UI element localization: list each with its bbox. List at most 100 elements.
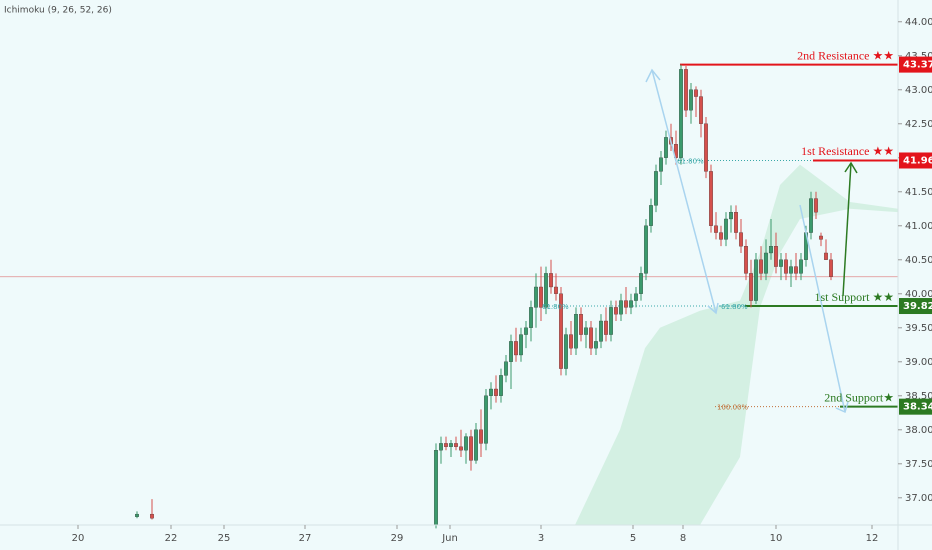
x-tick-label: 8 bbox=[680, 533, 686, 544]
candle-body bbox=[774, 246, 778, 267]
candle-body bbox=[779, 259, 783, 267]
x-tick-label: 5 bbox=[630, 533, 636, 544]
candle-body bbox=[639, 273, 643, 294]
x-tick-label: 22 bbox=[165, 533, 178, 544]
candle-body bbox=[589, 327, 593, 349]
drawing-arrows bbox=[645, 68, 858, 414]
candle-body bbox=[754, 259, 758, 301]
candle-body bbox=[824, 252, 828, 260]
candle-body bbox=[549, 273, 553, 288]
fib-label: 61.80% bbox=[677, 157, 704, 165]
candle-body bbox=[709, 171, 713, 226]
candle-body bbox=[664, 137, 668, 158]
candle-body bbox=[514, 341, 518, 356]
x-tick-label: 12 bbox=[866, 533, 879, 544]
axis-layer: 37.00 37.50 38.00 38.50 39.00 39.50 40.00 40.50… bbox=[72, 17, 932, 544]
y-tick-label: 40.00 bbox=[905, 289, 932, 300]
candle-body bbox=[594, 341, 598, 349]
candle-body bbox=[654, 171, 658, 206]
candle-body bbox=[534, 286, 538, 308]
y-tick-label: 43.00 bbox=[905, 85, 932, 96]
text-layer: 61.80% 61.80% 61.80% 100.00% 2nd Resistance … bbox=[542, 48, 894, 411]
arrow-head bbox=[835, 401, 849, 414]
arrow bbox=[799, 204, 846, 413]
y-tick-label: 37.00 bbox=[905, 493, 932, 504]
price-tag bbox=[899, 398, 932, 415]
arrow-head bbox=[645, 68, 661, 83]
candle-body bbox=[619, 300, 623, 315]
candle-body bbox=[499, 375, 503, 396]
candle-body bbox=[449, 443, 453, 447]
candle-body bbox=[789, 266, 793, 274]
candle-body bbox=[819, 235, 823, 240]
candle-body bbox=[574, 314, 578, 349]
price-tag bbox=[899, 298, 932, 315]
x-tick-label: 27 bbox=[299, 533, 312, 544]
price-tag bbox=[899, 56, 932, 73]
candle-body bbox=[719, 232, 723, 240]
x-tick-label: 29 bbox=[391, 533, 404, 544]
candle-body bbox=[674, 144, 678, 158]
candle-body bbox=[444, 443, 448, 447]
candle-body bbox=[479, 429, 483, 444]
candle-body bbox=[689, 89, 693, 111]
candle-body bbox=[649, 205, 653, 226]
candle-body bbox=[150, 513, 154, 519]
candle-body bbox=[769, 246, 773, 254]
y-tick-label: 38.00 bbox=[905, 425, 932, 436]
candle-body bbox=[629, 300, 633, 308]
candle-body bbox=[794, 266, 798, 274]
lines-layer bbox=[0, 63, 898, 408]
candles-layer bbox=[135, 64, 833, 529]
cloud-layer bbox=[575, 164, 898, 525]
level-label: 1st Resistance ★★ bbox=[801, 144, 894, 158]
candle-body bbox=[744, 246, 748, 274]
candle-body bbox=[609, 307, 613, 335]
candle-body bbox=[519, 334, 523, 356]
candle-body bbox=[694, 89, 698, 97]
candle-body bbox=[459, 446, 463, 451]
candle-body bbox=[484, 395, 488, 444]
candle-body bbox=[644, 225, 648, 274]
arrow-head bbox=[844, 161, 858, 174]
candle-body bbox=[564, 334, 568, 369]
level-label: 1st Support ★★ bbox=[814, 290, 894, 304]
price-tag bbox=[899, 152, 932, 169]
fib-label: 61.80% bbox=[721, 303, 748, 311]
y-tick-label: 41.50 bbox=[905, 187, 932, 198]
candle-body bbox=[579, 314, 583, 335]
candle-body bbox=[524, 327, 528, 335]
candle-body bbox=[464, 436, 468, 451]
candle-body bbox=[434, 450, 438, 526]
ichimoku-cloud bbox=[575, 164, 898, 525]
candle-body bbox=[634, 293, 638, 301]
candle-body bbox=[584, 327, 588, 335]
candle-body bbox=[529, 307, 533, 328]
candle-body bbox=[469, 436, 473, 461]
candle-body bbox=[659, 157, 663, 172]
candle-body bbox=[749, 273, 753, 301]
y-tick-label: 41.00 bbox=[905, 221, 932, 232]
candle-body bbox=[569, 334, 573, 349]
fib-label: 100.00% bbox=[717, 404, 748, 412]
price-tag-label: 41.96 bbox=[903, 155, 932, 166]
candle-body bbox=[509, 341, 513, 362]
candle-body bbox=[559, 293, 563, 369]
x-tick-label: 3 bbox=[538, 533, 544, 544]
price-tag-label: 43.37 bbox=[903, 60, 932, 71]
y-tick-label: 43.50 bbox=[905, 51, 932, 62]
candle-body bbox=[599, 320, 603, 342]
x-tick-label: 10 bbox=[770, 533, 783, 544]
level-label: 2nd Support★ bbox=[824, 390, 894, 404]
candle-body bbox=[474, 429, 478, 461]
price-tag-label: 38.34 bbox=[903, 402, 932, 413]
candle-body bbox=[739, 232, 743, 247]
candle-body bbox=[454, 443, 458, 447]
candle-body bbox=[714, 225, 718, 233]
candle-body bbox=[489, 388, 493, 396]
candle-body bbox=[554, 286, 558, 294]
candle-body bbox=[539, 286, 543, 308]
candle-body bbox=[699, 96, 703, 124]
